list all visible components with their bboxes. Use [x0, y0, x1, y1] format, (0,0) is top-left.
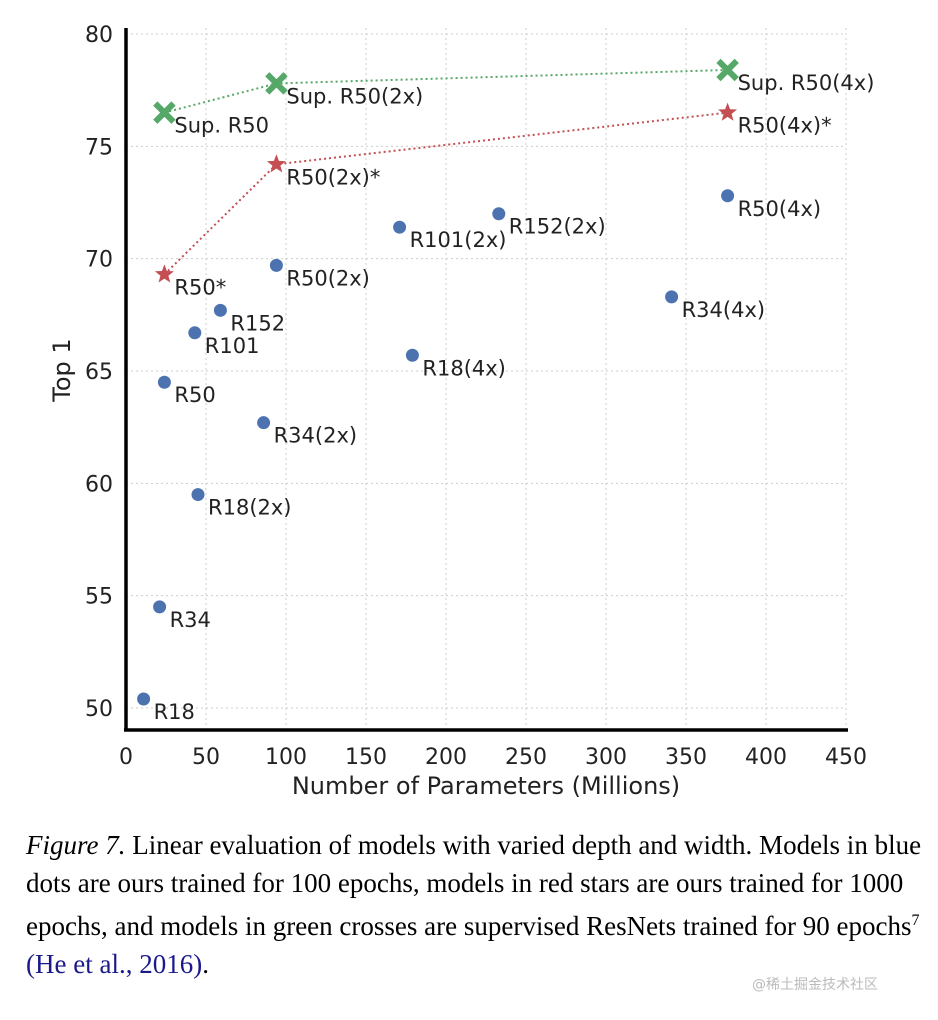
y-tick-labels: 50 55 60 65 70 75 80	[85, 23, 113, 722]
point-label: R101	[205, 334, 260, 358]
x-tick-label: 50	[192, 745, 220, 770]
x-tick-label: 200	[425, 745, 467, 770]
data-point-cross	[153, 101, 176, 124]
x-tick-label: 300	[585, 745, 627, 770]
cross-stroke	[716, 58, 739, 82]
data-points	[137, 58, 739, 706]
x-tick-labels: 0 50 100 150 200 250 300 350 400 450	[119, 745, 867, 770]
footnote-mark: 7	[911, 912, 920, 929]
point-label: R50(2x)*	[286, 165, 380, 189]
y-tick-label: 80	[85, 23, 113, 48]
grid	[126, 28, 847, 730]
point-label: R50*	[174, 275, 226, 299]
point-label: R50(4x)*	[738, 114, 832, 138]
data-point-dot	[157, 375, 171, 389]
figure-label: Figure 7.	[26, 830, 126, 860]
data-point-dot	[405, 348, 419, 362]
x-tick-label: 450	[825, 745, 867, 770]
x-axis-label: Number of Parameters (Millions)	[292, 772, 680, 800]
point-label: R152(2x)	[509, 215, 606, 239]
figure-caption: Figure 7. Linear evaluation of models wi…	[26, 826, 926, 983]
point-label: R50(4x)	[738, 197, 822, 221]
watermark: @稀土掘金技术社区	[752, 977, 878, 993]
citation-link[interactable]: (He et al., 2016)	[26, 949, 203, 979]
point-label: R50(2x)	[286, 266, 370, 290]
point-label: Sup. R50(4x)	[738, 71, 875, 95]
series-line	[164, 68, 728, 114]
data-point-star	[718, 102, 738, 121]
y-tick-label: 55	[85, 585, 113, 610]
x-tick-label: 0	[119, 745, 133, 770]
axes	[124, 28, 848, 732]
point-label: R18	[154, 700, 195, 724]
data-point-dot	[188, 326, 202, 340]
data-point-dot	[137, 692, 151, 706]
data-point-dot	[665, 290, 679, 304]
data-point-dot	[257, 416, 271, 430]
data-point-dot	[191, 488, 205, 502]
point-label: R18(2x)	[208, 496, 292, 520]
data-point-dot	[721, 189, 735, 203]
x-tick-label: 250	[505, 745, 547, 770]
data-point-dot	[393, 220, 407, 234]
y-tick-label: 65	[85, 360, 113, 385]
point-label: R18(4x)	[422, 356, 506, 380]
caption-text: Linear evaluation of models with varied …	[26, 830, 922, 941]
data-point-dot	[153, 600, 167, 614]
data-point-dot	[492, 207, 506, 221]
x-tick-label: 150	[345, 745, 387, 770]
point-label: R34	[170, 608, 211, 632]
x-tick-label: 100	[265, 745, 307, 770]
point-label: R152	[230, 311, 285, 335]
caption-end: .	[202, 949, 209, 979]
y-tick-label: 75	[85, 135, 113, 160]
x-tick-label: 350	[665, 745, 707, 770]
cross-stroke	[153, 101, 176, 124]
point-label: R34(2x)	[274, 424, 358, 448]
data-point-star	[154, 264, 174, 283]
y-tick-label: 70	[85, 248, 113, 273]
cross-stroke	[265, 72, 288, 95]
data-point-dot	[269, 258, 283, 272]
data-point-dot	[213, 303, 227, 317]
data-point-star	[266, 154, 286, 173]
point-label: Sup. R50(2x)	[286, 84, 423, 108]
point-label: R34(4x)	[682, 298, 766, 322]
point-label: R101(2x)	[410, 228, 507, 252]
data-point-cross	[265, 72, 288, 95]
y-tick-label: 60	[85, 472, 113, 497]
y-tick-label: 50	[85, 697, 113, 722]
point-label: Sup. R50	[174, 114, 269, 138]
data-point-cross	[716, 58, 739, 82]
y-axis-label: Top 1	[48, 338, 76, 402]
x-tick-label: 400	[745, 745, 787, 770]
point-label: R50	[174, 383, 215, 407]
